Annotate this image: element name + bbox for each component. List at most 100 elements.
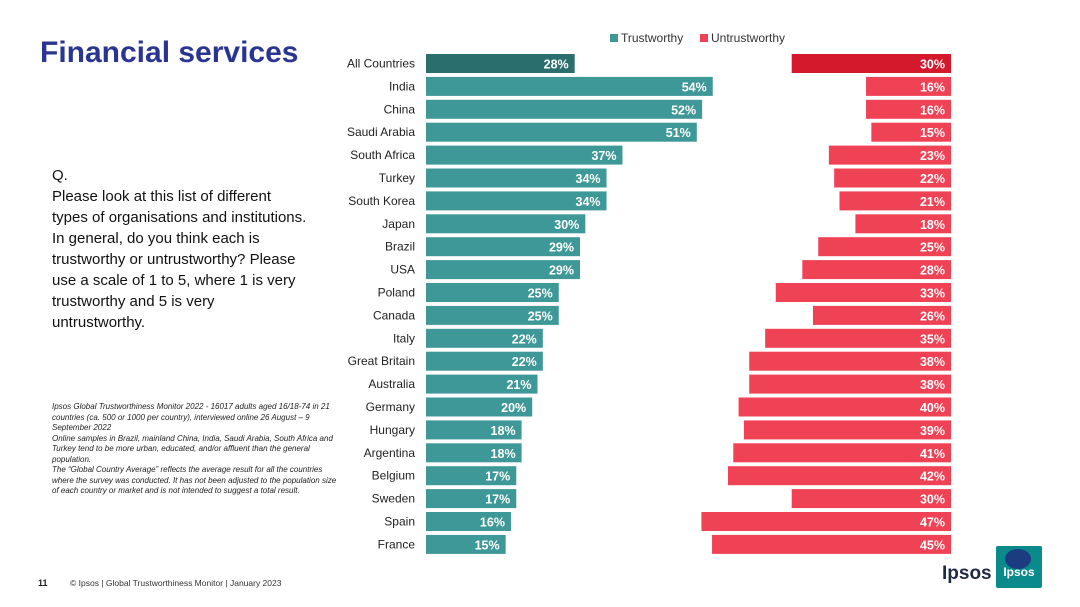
bar-trustworthy (426, 122, 697, 142)
bar-untrustworthy (855, 214, 951, 234)
data-label-untrustworthy: 21% (920, 195, 945, 209)
bar-trustworthy (426, 191, 607, 211)
data-label-untrustworthy: 42% (920, 470, 945, 484)
bar-trustworthy (426, 145, 623, 165)
bar-untrustworthy (749, 351, 951, 371)
bar-trustworthy (426, 512, 511, 531)
bar-untrustworthy (738, 397, 951, 417)
category-label: Italy (393, 331, 415, 345)
bar-untrustworthy (701, 512, 951, 531)
data-label-untrustworthy: 40% (920, 401, 945, 415)
bar-untrustworthy (839, 191, 951, 211)
bar-trustworthy (426, 260, 580, 280)
methodology-footnote: Ipsos Global Trustworthiness Monitor 202… (52, 402, 344, 497)
data-label-untrustworthy: 30% (920, 493, 945, 507)
page-title: Financial services (40, 36, 299, 69)
data-label-trustworthy: 17% (485, 493, 510, 507)
bar-untrustworthy (743, 420, 951, 440)
data-label-trustworthy: 25% (528, 309, 553, 323)
bar-trustworthy (426, 54, 575, 73)
data-label-untrustworthy: 41% (920, 447, 945, 461)
data-label-trustworthy: 18% (491, 424, 516, 438)
data-label-untrustworthy: 23% (920, 149, 945, 163)
category-label: Hungary (370, 423, 415, 437)
category-label: France (378, 537, 416, 551)
bar-untrustworthy (834, 168, 951, 188)
legend-swatch-trustworthy (610, 34, 618, 42)
question-label: Q. (52, 167, 68, 184)
bar-trustworthy (426, 534, 506, 554)
data-label-untrustworthy: 39% (920, 424, 945, 438)
data-label-untrustworthy: 33% (920, 287, 945, 301)
category-label: USA (390, 263, 415, 277)
bar-trustworthy (426, 374, 538, 394)
data-label-untrustworthy: 16% (920, 80, 945, 94)
bar-trustworthy (426, 489, 517, 509)
category-label: South Korea (348, 194, 415, 208)
data-label-untrustworthy: 45% (920, 538, 945, 552)
legend-swatch-untrustworthy (700, 34, 708, 42)
category-label: All Countries (347, 57, 415, 71)
data-label-trustworthy: 20% (501, 401, 526, 415)
data-label-untrustworthy: 26% (920, 309, 945, 323)
data-label-untrustworthy: 30% (920, 58, 945, 72)
category-label: Saudi Arabia (347, 125, 415, 139)
category-label: Belgium (372, 469, 415, 483)
category-label: Great Britain (348, 354, 415, 368)
bar-untrustworthy (733, 443, 951, 463)
bar-untrustworthy (765, 328, 951, 348)
data-label-untrustworthy: 18% (920, 218, 945, 232)
bar-untrustworthy (727, 466, 951, 486)
brand-wordmark: Ipsos (942, 563, 992, 584)
data-label-trustworthy: 51% (666, 126, 691, 140)
data-label-untrustworthy: 16% (920, 103, 945, 117)
bar-untrustworthy (812, 305, 951, 325)
category-label: India (389, 79, 415, 93)
data-label-trustworthy: 30% (554, 218, 579, 232)
category-label: Australia (368, 377, 415, 391)
data-label-untrustworthy: 25% (920, 241, 945, 255)
data-label-untrustworthy: 47% (920, 516, 945, 530)
data-label-trustworthy: 18% (491, 447, 516, 461)
bar-trustworthy (426, 443, 522, 463)
data-label-trustworthy: 25% (528, 287, 553, 301)
data-label-trustworthy: 21% (506, 378, 531, 392)
data-label-trustworthy: 16% (480, 516, 505, 530)
ipsos-logo: Ipsos (996, 546, 1042, 588)
bar-untrustworthy (712, 534, 951, 554)
data-label-untrustworthy: 22% (920, 172, 945, 186)
category-label: Sweden (372, 492, 415, 506)
page-number: 11 (38, 578, 48, 588)
bar-trustworthy (426, 99, 703, 119)
legend-label-trustworthy: Trustworthy (621, 31, 683, 45)
category-label: Argentina (364, 446, 416, 460)
bar-trustworthy (426, 420, 522, 440)
logo-ring-shape (1005, 549, 1031, 569)
survey-question: Q. Please look at this list of different… (52, 165, 307, 333)
bar-trustworthy (426, 283, 559, 302)
footer-text: © Ipsos | Global Trustworthiness Monitor… (70, 578, 282, 588)
category-label: Poland (378, 286, 415, 300)
bar-untrustworthy (791, 489, 951, 509)
category-label: Brazil (385, 240, 415, 254)
question-text: Please look at this list of different ty… (52, 188, 307, 331)
data-label-trustworthy: 54% (682, 80, 707, 94)
bar-trustworthy (426, 214, 586, 234)
data-label-trustworthy: 22% (512, 332, 537, 346)
category-label: Germany (366, 400, 415, 414)
category-label: South Africa (350, 148, 415, 162)
data-label-untrustworthy: 38% (920, 355, 945, 369)
bar-untrustworthy (749, 374, 951, 394)
bar-untrustworthy (775, 283, 951, 302)
data-label-trustworthy: 29% (549, 241, 574, 255)
bar-trustworthy (426, 76, 713, 96)
bar-trustworthy (426, 168, 607, 188)
data-label-trustworthy: 15% (475, 538, 500, 552)
category-label: Canada (373, 308, 415, 322)
data-label-trustworthy: 52% (671, 103, 696, 117)
logo-text: Ipsos (1003, 565, 1035, 579)
bar-trustworthy (426, 466, 517, 486)
bar-trustworthy (426, 397, 533, 417)
data-label-untrustworthy: 35% (920, 332, 945, 346)
